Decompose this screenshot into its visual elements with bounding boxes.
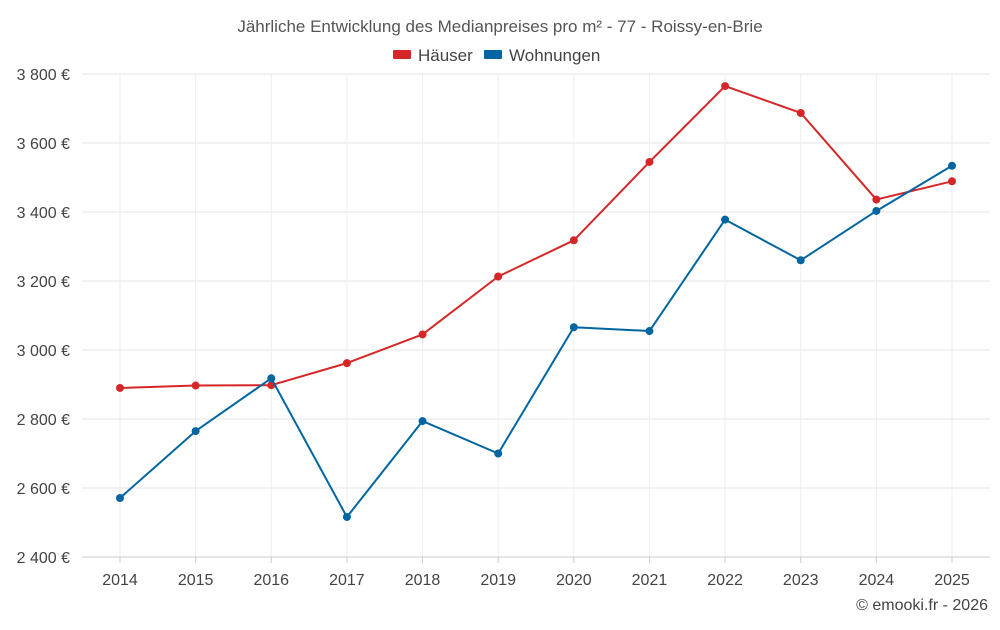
x-tick-label: 2023 <box>783 572 819 589</box>
data-point-wohnungen[interactable] <box>796 256 805 265</box>
data-point-wohnungen[interactable] <box>872 206 881 215</box>
axes: 2 400 € 2 600 € 2 800 € 3 000 € 3 200 € 3 400… <box>17 67 990 589</box>
data-point-haeuser[interactable] <box>494 272 503 281</box>
series-line-haeuser <box>119 85 953 389</box>
y-tick-label: 2 400 € <box>17 550 70 567</box>
chart-title: Jährliche Entwicklung des Medianpreises … <box>237 17 762 36</box>
data-point-haeuser[interactable] <box>116 383 124 392</box>
legend-item-wohnungen[interactable]: Wohnungen <box>484 46 600 65</box>
x-tick-label: 2019 <box>480 572 516 589</box>
legend-label-haeuser: Häuser <box>418 46 473 65</box>
chart-credit: © emooki.fr - 2026 <box>856 597 988 614</box>
data-point-wohnungen[interactable] <box>948 161 956 170</box>
data-point-haeuser[interactable] <box>645 157 654 166</box>
data-point-wohnungen[interactable] <box>342 512 351 521</box>
y-tick-label: 3 200 € <box>17 274 70 291</box>
data-point-haeuser[interactable] <box>796 108 805 117</box>
x-tick-label: 2024 <box>859 572 895 589</box>
x-tick-label: 2015 <box>178 572 214 589</box>
x-tick-label: 2021 <box>632 572 668 589</box>
data-point-wohnungen[interactable] <box>418 417 427 426</box>
data-point-haeuser[interactable] <box>569 236 578 245</box>
data-point-haeuser[interactable] <box>342 359 351 368</box>
data-point-haeuser[interactable] <box>191 381 200 390</box>
series-wohnungen <box>116 161 956 521</box>
data-point-haeuser[interactable] <box>872 195 881 204</box>
x-tick-label: 2025 <box>934 572 970 589</box>
x-tick-label: 2016 <box>253 572 289 589</box>
series-line-wohnungen <box>119 164 953 518</box>
data-point-haeuser[interactable] <box>948 177 956 186</box>
x-tick-label: 2022 <box>707 572 743 589</box>
data-point-haeuser[interactable] <box>721 82 730 91</box>
x-tick-label: 2014 <box>102 572 138 589</box>
data-point-wohnungen[interactable] <box>645 327 654 336</box>
series <box>116 82 956 521</box>
legend: Häuser Wohnungen <box>393 46 600 65</box>
legend-item-haeuser[interactable]: Häuser <box>393 46 473 65</box>
x-tick-label: 2018 <box>405 572 441 589</box>
data-point-wohnungen[interactable] <box>267 374 276 383</box>
data-point-wohnungen[interactable] <box>191 427 200 436</box>
y-tick-label: 2 600 € <box>17 481 70 498</box>
data-point-wohnungen[interactable] <box>116 494 124 503</box>
legend-swatch-wohnungen <box>484 50 502 59</box>
data-point-wohnungen[interactable] <box>569 323 578 332</box>
x-tick-label: 2020 <box>556 572 592 589</box>
y-tick-label: 3 400 € <box>17 205 70 222</box>
y-tick-label: 3 000 € <box>17 343 70 360</box>
series-haeuser <box>116 82 956 392</box>
y-tick-label: 2 800 € <box>17 412 70 429</box>
legend-label-wohnungen: Wohnungen <box>509 46 600 65</box>
grid <box>82 73 990 558</box>
data-point-wohnungen[interactable] <box>721 215 730 224</box>
data-point-haeuser[interactable] <box>418 330 427 339</box>
y-tick-label: 3 600 € <box>17 136 70 153</box>
data-point-wohnungen[interactable] <box>494 449 503 458</box>
legend-swatch-haeuser <box>393 50 411 59</box>
x-tick-label: 2017 <box>329 572 365 589</box>
y-tick-label: 3 800 € <box>17 67 70 84</box>
